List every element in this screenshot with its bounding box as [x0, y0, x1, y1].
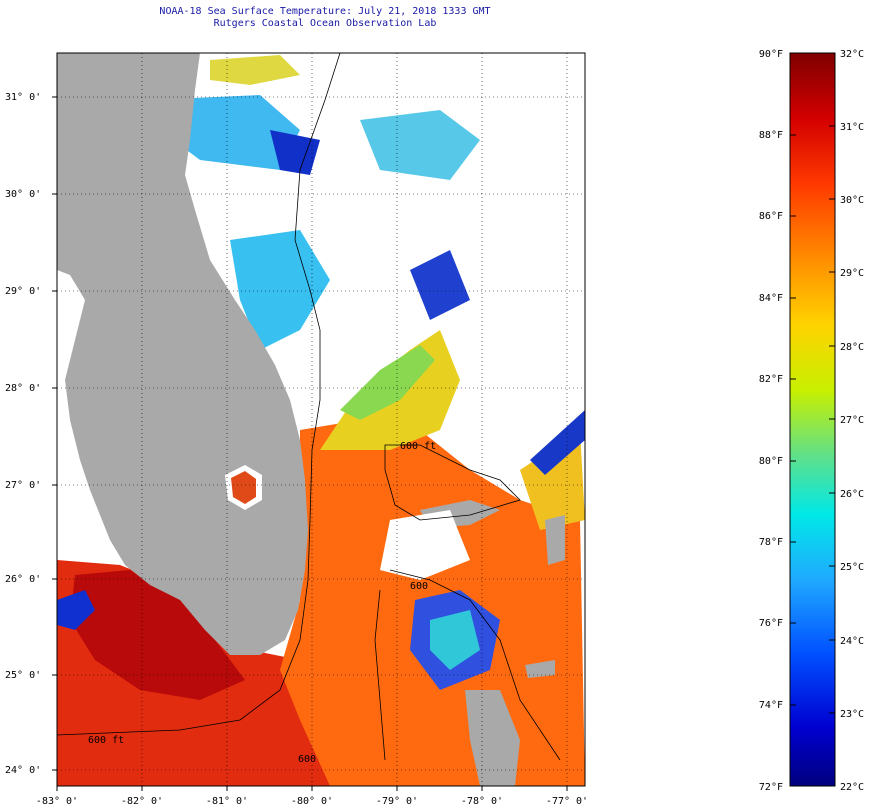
bahamas-land-1 — [465, 690, 520, 786]
north-blue-patch — [270, 130, 320, 175]
colorbar-f-label: 80°F — [759, 456, 783, 467]
colorbar-f-ticks — [790, 134, 796, 706]
lon-label: -80° 0' — [291, 796, 333, 807]
colorbar-f-label: 72°F — [759, 782, 783, 793]
lon-label: -77° 0' — [546, 796, 588, 807]
colorbar-f-label: 82°F — [759, 374, 783, 385]
lon-label: -82° 0' — [121, 796, 163, 807]
bathymetry-label: 600 ft — [88, 735, 124, 746]
colorbar — [789, 52, 836, 787]
lat-label: 28° 0' — [5, 383, 41, 394]
lat-label: 24° 0' — [5, 765, 41, 776]
lake-okeechobee-water — [231, 471, 256, 504]
lat-label: 30° 0' — [5, 189, 41, 200]
colorbar-c-label: 28°C — [840, 342, 864, 353]
colorbar-f-label: 84°F — [759, 293, 783, 304]
gulf-blue-patch — [57, 590, 95, 630]
bahamas-cyan-patch — [430, 610, 480, 670]
top-yellow-patch — [210, 55, 300, 85]
bathymetry-label: 600 — [410, 581, 428, 592]
colorbar-f-label: 86°F — [759, 211, 783, 222]
lon-label: -78° 0' — [461, 796, 503, 807]
bathymetry-line-bahamas — [384, 444, 521, 521]
colorbar-f-label: 74°F — [759, 700, 783, 711]
lon-label: -79° 0' — [376, 796, 418, 807]
colorbar-c-label: 26°C — [840, 489, 864, 500]
lon-label: -83° 0' — [36, 796, 78, 807]
bahamas-land-4 — [525, 660, 555, 678]
lat-label: 29° 0' — [5, 286, 41, 297]
map-grid — [57, 53, 585, 786]
colorbar-c-label: 27°C — [840, 415, 864, 426]
colorbar-c-label: 24°C — [840, 636, 864, 647]
colorbar-c-label: 25°C — [840, 562, 864, 573]
colorbar-c-label: 30°C — [840, 195, 864, 206]
east-yellow-patch — [520, 430, 585, 530]
lat-label: 31° 0' — [5, 92, 41, 103]
colorbar-c-label: 22°C — [840, 782, 864, 793]
colorbar-f-label: 76°F — [759, 618, 783, 629]
colorbar-c-label: 29°C — [840, 268, 864, 279]
east-blue-streaks — [530, 410, 585, 475]
mid-cyan-patch — [230, 230, 330, 350]
map-ticks — [52, 96, 568, 791]
bathymetry-label: 600 ft — [400, 441, 436, 452]
cloud-south — [380, 510, 470, 580]
stream-green-band — [340, 345, 435, 420]
gulf-hot-water — [70, 570, 245, 700]
bathymetry-label: 600 — [298, 754, 316, 765]
ne-cyan-patch — [360, 110, 480, 180]
colorbar-f-label: 88°F — [759, 130, 783, 141]
lat-label: 27° 0' — [5, 480, 41, 491]
colorbar-c-label: 31°C — [840, 122, 864, 133]
map-field: 600 ft 600 600 ft 600 — [57, 53, 585, 786]
colorbar-f-label: 90°F — [759, 49, 783, 60]
map-frame — [56, 52, 586, 787]
colorbar-c-label: 32°C — [840, 49, 864, 60]
map-title: NOAA-18 Sea Surface Temperature: July 21… — [159, 6, 491, 17]
colorbar-c-ticks — [829, 125, 835, 714]
map-subtitle: Rutgers Coastal Ocean Observation Lab — [213, 18, 437, 29]
bathymetry-line-south — [374, 569, 561, 761]
lat-label: 25° 0' — [5, 670, 41, 681]
mid-blue-patch — [410, 250, 470, 320]
colorbar-c-label: 23°C — [840, 709, 864, 720]
colorbar-f-label: 78°F — [759, 537, 783, 548]
bahamas-land-3 — [545, 515, 565, 565]
lon-label: -81° 0' — [206, 796, 248, 807]
lat-label: 26° 0' — [5, 574, 41, 585]
